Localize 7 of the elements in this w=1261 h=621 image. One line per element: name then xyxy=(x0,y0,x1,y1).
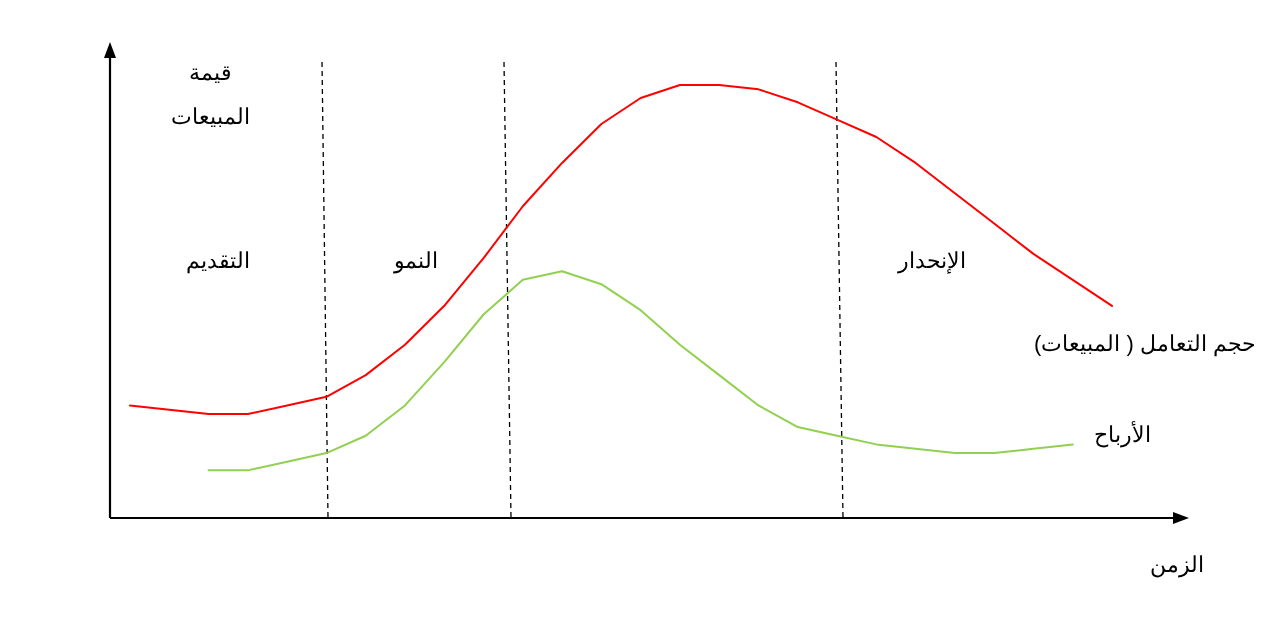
series-label: الأرباح xyxy=(1094,420,1152,449)
text: حجم التعامل ( المبيعات) xyxy=(1034,330,1256,357)
x-axis-title: الزمن xyxy=(1150,552,1204,578)
annotation: النمو xyxy=(393,248,439,274)
y-axis-title: قيمة المبيعات xyxy=(170,60,250,129)
annotation: التقديم xyxy=(185,248,250,274)
annotation: الإنحدار xyxy=(897,248,967,274)
